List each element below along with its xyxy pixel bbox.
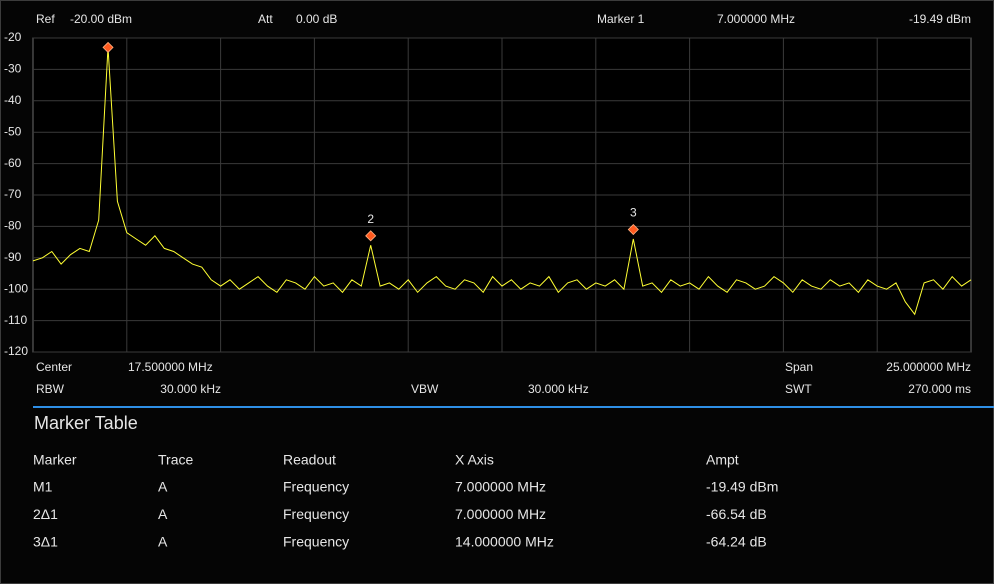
table-cell: -19.49 dBm [706,479,778,495]
table-cell: Frequency [283,479,349,495]
y-tick-label: -50 [4,124,22,138]
y-tick-label: -40 [4,93,22,107]
ref-value: -20.00 dBm [70,12,132,26]
trace [32,47,972,316]
column-header: Ampt [706,452,739,468]
att-value: 0.00 dB [296,12,337,26]
table-cell: 7.000000 MHz [455,479,546,495]
table-cell: A [158,534,168,550]
table-cell: 14.000000 MHz [455,534,554,550]
table-cell: -64.24 dB [706,534,767,550]
y-tick-label: -70 [4,187,22,201]
marker-diamond [627,223,639,236]
y-tick-label: -100 [4,281,28,295]
marker-ampt: -19.49 dBm [909,12,971,26]
ref-label: Ref [36,12,55,26]
table-cell: 2Δ1 [33,506,58,522]
y-tick-label: -20 [4,30,22,44]
column-header: Marker [33,452,77,468]
table-cell: -66.54 dB [706,506,767,522]
vbw-label: VBW [411,382,439,396]
column-header: Trace [158,452,193,468]
column-header: X Axis [455,452,494,468]
span-label: Span [785,360,813,374]
y-tick-label: -110 [4,313,27,327]
y-tick-label: -80 [4,219,22,233]
rbw-value: 30.000 kHz [160,382,221,396]
marker-diamond [102,41,114,53]
table-cell: Frequency [283,506,349,522]
y-tick-label: -30 [4,62,22,76]
center-value: 17.500000 MHz [128,360,213,374]
swt-value: 270.000 ms [908,382,971,396]
att-label: Att [258,12,273,26]
vbw-value: 30.000 kHz [528,382,589,396]
y-tick-label: -90 [4,250,22,264]
table-title: Marker Table [34,413,138,433]
marker-label: Marker 1 [597,12,645,26]
table-cell: Frequency [283,534,349,550]
marker-table: Marker Trace Readout X Axis Ampt M1 A Frequency… [33,452,778,550]
marker-freq: 7.000000 MHz [717,12,795,26]
marker-label: 3 [630,206,637,220]
swt-label: SWT [785,382,812,396]
table-cell: M1 [33,479,53,495]
rbw-label: RBW [36,382,65,396]
plot: -20 -30 -40 -50 -60 -70 -80 -90 -100 -110 -120 2 3 [4,30,972,358]
center-label: Center [36,360,72,374]
span-value: 25.000000 MHz [886,360,971,374]
table-cell: 7.000000 MHz [455,506,546,522]
table-cell: 3Δ1 [33,534,58,550]
marker-diamond [365,230,377,242]
column-header: Readout [283,452,336,468]
table-cell: A [158,506,168,522]
y-tick-label: -120 [4,344,28,358]
table-cell: A [158,479,168,495]
marker-label: 2 [367,212,374,226]
y-tick-label: -60 [4,156,22,170]
